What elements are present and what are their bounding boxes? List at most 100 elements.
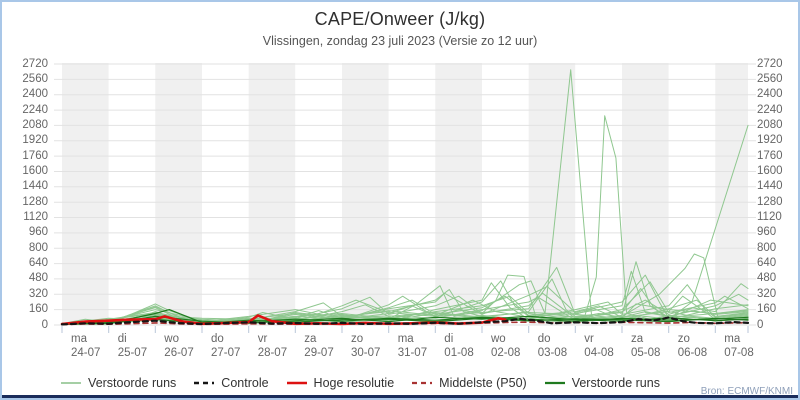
day-label-weekday: do bbox=[537, 333, 551, 345]
legend-swatch-line-icon bbox=[544, 381, 565, 385]
y-tick-label-left: 0 bbox=[41, 318, 48, 331]
y-tick-label-right: 640 bbox=[757, 257, 777, 270]
day-bands bbox=[62, 63, 748, 325]
y-tick-label-left: 2400 bbox=[22, 88, 48, 101]
series-controle bbox=[60, 316, 750, 326]
day-label-date: 28-07 bbox=[257, 346, 288, 359]
day-band bbox=[715, 63, 748, 325]
day-label-weekday: di bbox=[117, 333, 127, 345]
series-line bbox=[60, 316, 750, 326]
day-label-date: 31-07 bbox=[397, 346, 428, 359]
y-tick-label-right: 160 bbox=[757, 303, 777, 316]
legend-swatch-line-icon bbox=[61, 382, 82, 384]
day-label: wo 26-07 bbox=[164, 333, 193, 360]
day-label: za 29-07 bbox=[304, 333, 333, 360]
y-tick-label-right: 480 bbox=[757, 272, 777, 285]
day-label-weekday: vr bbox=[584, 333, 594, 345]
day-label-weekday: ma bbox=[724, 333, 741, 345]
y-tick-label-right: 800 bbox=[757, 241, 777, 254]
day-label: wo 02-08 bbox=[491, 333, 520, 360]
legend-item: Verstoorde runs bbox=[60, 376, 176, 390]
day-band bbox=[155, 63, 202, 325]
y-tick-label-left: 2240 bbox=[22, 103, 48, 116]
day-band bbox=[622, 63, 669, 325]
y-tick-label-left: 1760 bbox=[22, 149, 48, 162]
day-label: vr 28-07 bbox=[258, 333, 287, 360]
day-label-date: 06-08 bbox=[677, 346, 708, 359]
day-label-date: 03-08 bbox=[537, 346, 568, 359]
legend-item: Hoge resolutie bbox=[286, 376, 395, 390]
legend-item: Verstoorde runs bbox=[544, 376, 660, 390]
y-tick-label-right: 1120 bbox=[757, 211, 782, 223]
day-label-date: 29-07 bbox=[304, 346, 334, 359]
day-label-weekday: za bbox=[631, 333, 644, 345]
y-tick-label-right: 1440 bbox=[757, 180, 783, 193]
legend-label: Verstoorde runs bbox=[88, 376, 177, 390]
legend-item: Middelste (P50) bbox=[411, 376, 527, 390]
day-label-weekday: wo bbox=[491, 333, 506, 345]
day-label: vr 04-08 bbox=[584, 333, 613, 360]
day-label: di 25-07 bbox=[118, 333, 147, 360]
ensemble-member-line bbox=[61, 282, 749, 325]
legend-swatch-line-icon bbox=[286, 381, 307, 385]
y-tick-label-right: 2400 bbox=[757, 88, 783, 101]
chart-legend: Verstoorde runs Controle Hoge resolutie Mid… bbox=[2, 374, 758, 392]
y-tick-label-right: 1760 bbox=[757, 149, 783, 162]
day-band bbox=[295, 63, 342, 325]
day-label: ma 07-08 bbox=[724, 333, 753, 360]
day-label: ma 24-07 bbox=[71, 333, 100, 360]
y-tick-label-left: 1440 bbox=[22, 180, 48, 193]
day-band bbox=[202, 63, 249, 325]
day-label-date: 07-08 bbox=[724, 346, 754, 359]
y-tick-label-left: 1920 bbox=[22, 134, 48, 147]
gridlines bbox=[54, 63, 756, 326]
y-tick-label-right: 1600 bbox=[757, 165, 783, 177]
x-axis-ticks bbox=[61, 326, 749, 333]
y-tick-label-left: 1600 bbox=[22, 165, 48, 177]
chart-subtitle: Vlissingen, zondag 23 juli 2023 (Versie … bbox=[262, 34, 538, 48]
y-tick-label-right: 2720 bbox=[757, 57, 783, 70]
y-tick-label-left: 960 bbox=[28, 226, 48, 239]
day-band bbox=[482, 63, 529, 325]
y-tick-label-right: 2080 bbox=[757, 118, 783, 131]
day-label: za 05-08 bbox=[631, 333, 660, 360]
day-label-weekday: do bbox=[211, 333, 224, 345]
legend-swatch-line-icon bbox=[194, 381, 215, 385]
day-label-weekday: za bbox=[304, 333, 317, 345]
y-tick-label-left: 480 bbox=[28, 272, 48, 285]
day-label-weekday: zo bbox=[351, 333, 364, 345]
day-label-date: 24-07 bbox=[71, 346, 101, 359]
day-band bbox=[388, 63, 436, 325]
y-tick-label-left: 640 bbox=[28, 257, 48, 270]
y-tick-label-right: 320 bbox=[757, 287, 777, 300]
y-tick-label-right: 1920 bbox=[757, 134, 783, 147]
y-tick-label-right: 2560 bbox=[757, 72, 783, 85]
ensemble-member-line bbox=[61, 266, 749, 324]
day-label: di 01-08 bbox=[444, 333, 473, 360]
day-label: do 03-08 bbox=[538, 333, 567, 360]
legend-label: Middelste (P50) bbox=[439, 376, 527, 390]
day-label-date: 30-07 bbox=[351, 346, 381, 359]
day-label-weekday: zo bbox=[677, 333, 690, 345]
y-tick-label-right: 2240 bbox=[757, 103, 783, 116]
chart-title: CAPE/Onweer (J/kg) bbox=[314, 9, 486, 29]
day-label-date: 25-07 bbox=[117, 346, 148, 359]
day-label-date: 27-07 bbox=[211, 346, 241, 359]
day-band bbox=[575, 63, 622, 325]
legend-item: Controle bbox=[193, 376, 269, 390]
day-label-date: 04-08 bbox=[584, 346, 614, 359]
y-tick-label-left: 2720 bbox=[22, 57, 48, 70]
day-label: zo 30-07 bbox=[351, 333, 380, 360]
y-tick-label-left: 320 bbox=[28, 287, 48, 300]
y-tick-label-left: 1120 bbox=[23, 211, 48, 223]
y-tick-label-left: 2080 bbox=[22, 118, 48, 131]
legend-label: Hoge resolutie bbox=[313, 376, 395, 390]
y-tick-label-left: 160 bbox=[28, 303, 48, 316]
day-label-weekday: di bbox=[444, 333, 454, 345]
day-label-date: 26-07 bbox=[164, 346, 194, 359]
day-label: zo 06-08 bbox=[678, 333, 707, 360]
day-band bbox=[435, 63, 482, 325]
y-tick-label-left: 1280 bbox=[22, 195, 48, 208]
